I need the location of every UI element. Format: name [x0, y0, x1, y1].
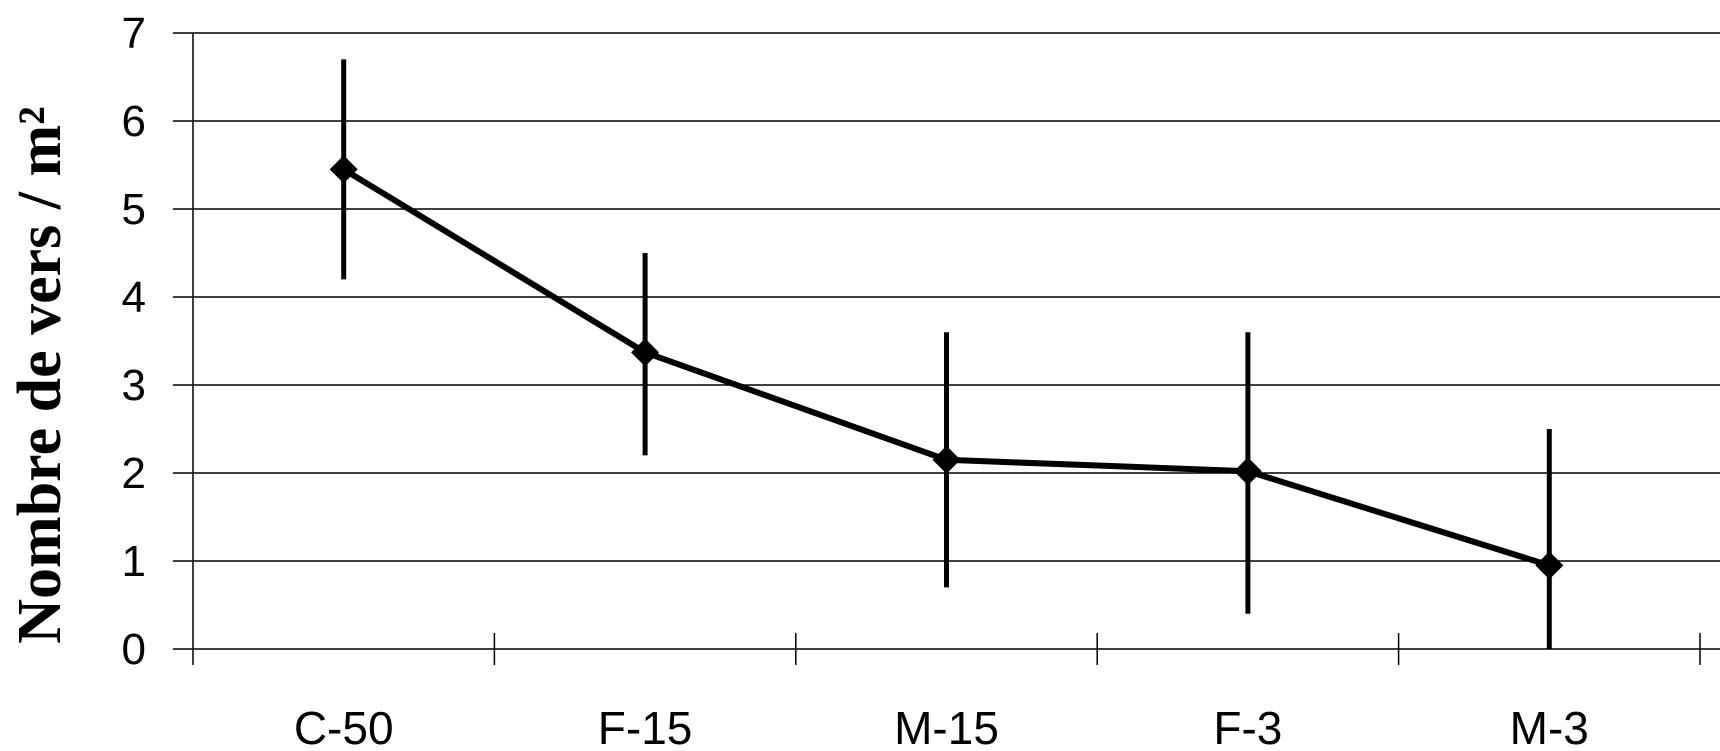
data-point-diamond — [1535, 551, 1564, 580]
y-axis-title: Nombre de vers / m² — [6, 106, 74, 643]
y-tick-label: 6 — [122, 97, 146, 146]
axes — [192, 33, 1720, 665]
x-category-label: F-3 — [1213, 702, 1282, 751]
x-category-label: C-50 — [294, 702, 394, 751]
y-tick-label: 2 — [122, 449, 146, 498]
x-axis-categories: C-50 F-15 M-15 F-3 M-3 — [294, 702, 1589, 751]
x-category-label: F-15 — [598, 702, 693, 751]
y-tick-label: 1 — [122, 537, 146, 586]
x-category-label: M-3 — [1510, 702, 1589, 751]
y-tick-label: 5 — [122, 185, 146, 234]
x-category-label: M-15 — [894, 702, 999, 751]
y-tick-label: 0 — [122, 625, 146, 674]
y-tick-label: 3 — [122, 361, 146, 410]
data-point-diamond — [329, 155, 358, 184]
data-point-diamond — [631, 338, 660, 367]
data-markers — [329, 155, 1564, 580]
data-point-diamond — [932, 445, 961, 474]
gridlines — [193, 32, 1720, 562]
y-tick-label: 4 — [122, 273, 146, 322]
y-axis-ticks: 0 1 2 3 4 5 6 7 — [122, 9, 193, 674]
data-point-diamond — [1233, 457, 1262, 486]
y-tick-label: 7 — [122, 9, 146, 58]
